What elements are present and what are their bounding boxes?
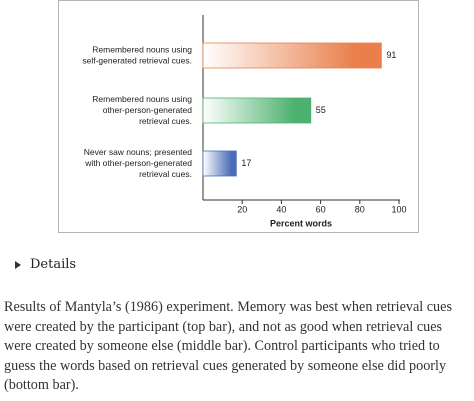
- x-tick-label: 20: [237, 204, 247, 214]
- details-arrow: [15, 260, 21, 269]
- caption: Results of Mantyla’s (1986) experiment. …: [4, 299, 452, 393]
- x-tick-label: 40: [276, 204, 286, 214]
- category-label: Remembered nouns using: [92, 44, 192, 54]
- value-label: 17: [241, 158, 251, 168]
- category-label: retrieval cues.: [139, 169, 192, 179]
- category-label: Never saw nouns; presented: [84, 147, 192, 157]
- category-label: retrieval cues.: [139, 116, 192, 126]
- details-label: Details: [30, 257, 77, 272]
- category-label: self-generated retrieval cues.: [82, 55, 192, 65]
- x-tick-label: 60: [316, 204, 326, 214]
- x-tick-label: 80: [355, 204, 365, 214]
- bar: [202, 42, 382, 69]
- bar: [202, 97, 312, 124]
- category-label: Remembered nouns using: [92, 94, 192, 104]
- x-axis-label: Percent words: [270, 218, 332, 228]
- value-label: 55: [316, 105, 326, 115]
- chart: Percent words 20 40 60 80 100 Remembered noun…: [58, 0, 419, 233]
- value-label: 91: [386, 50, 396, 60]
- category-label: other-person-generated: [103, 105, 193, 115]
- x-tick-label: 100: [391, 204, 406, 214]
- category-label: with other-person-generated: [84, 158, 192, 168]
- bar: [202, 150, 237, 177]
- details-toggle[interactable]: Details: [14, 257, 76, 272]
